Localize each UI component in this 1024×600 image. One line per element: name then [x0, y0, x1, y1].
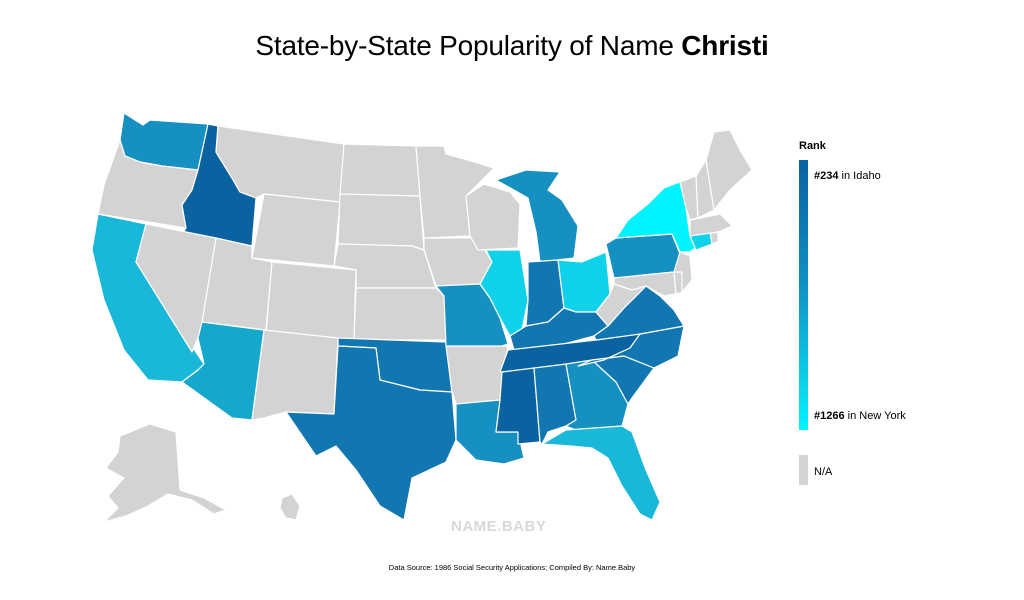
- state-wisconsin[interactable]: [465, 183, 521, 251]
- state-mississippi[interactable]: [495, 367, 541, 445]
- state-vermont[interactable]: [679, 175, 699, 221]
- legend-max-state: in Idaho: [841, 170, 881, 182]
- state-new-york[interactable]: [615, 181, 699, 253]
- legend-min-state: in New York: [847, 410, 906, 422]
- legend-title: Rank: [799, 140, 826, 152]
- state-massachusetts[interactable]: [689, 213, 733, 237]
- state-colorado[interactable]: [265, 261, 357, 343]
- state-illinois[interactable]: [479, 249, 529, 337]
- state-alaska[interactable]: [103, 423, 227, 523]
- state-kansas[interactable]: [353, 287, 447, 341]
- state-minnesota[interactable]: [415, 145, 495, 239]
- data-source-footer: Data Source: 1986 Social Security Applic…: [388, 563, 636, 572]
- legend-min-label: #1266 in New York: [814, 410, 906, 422]
- state-michigan[interactable]: [495, 169, 579, 263]
- legend-gradient-bar: [799, 160, 808, 430]
- watermark-logo: NAME.BABY: [451, 518, 547, 535]
- state-hawaii[interactable]: [279, 493, 301, 521]
- legend-min-rank: #1266: [814, 410, 845, 422]
- state-north-dakota[interactable]: [339, 143, 421, 197]
- state-pennsylvania[interactable]: [605, 233, 681, 279]
- state-wyoming[interactable]: [251, 193, 341, 267]
- state-texas[interactable]: [285, 345, 457, 521]
- state-south-dakota[interactable]: [337, 193, 425, 251]
- legend-na-label: N/A: [814, 466, 833, 478]
- state-ohio[interactable]: [557, 251, 611, 313]
- legend-na-swatch: [799, 455, 808, 485]
- legend-max-label: #234 in Idaho: [814, 170, 881, 182]
- state-rhode-island[interactable]: [709, 231, 719, 245]
- state-new-jersey[interactable]: [673, 251, 693, 293]
- state-florida[interactable]: [541, 425, 661, 521]
- legend-max-rank: #234: [814, 170, 839, 182]
- state-maine[interactable]: [705, 129, 753, 211]
- title-name: Christi: [681, 30, 769, 61]
- state-north-carolina[interactable]: [577, 325, 685, 369]
- state-new-mexico[interactable]: [251, 329, 339, 421]
- state-arkansas[interactable]: [445, 345, 509, 405]
- page-title: State-by-State Popularity of Name Christ…: [0, 30, 1024, 62]
- title-prefix: State-by-State Popularity of Name: [255, 30, 682, 61]
